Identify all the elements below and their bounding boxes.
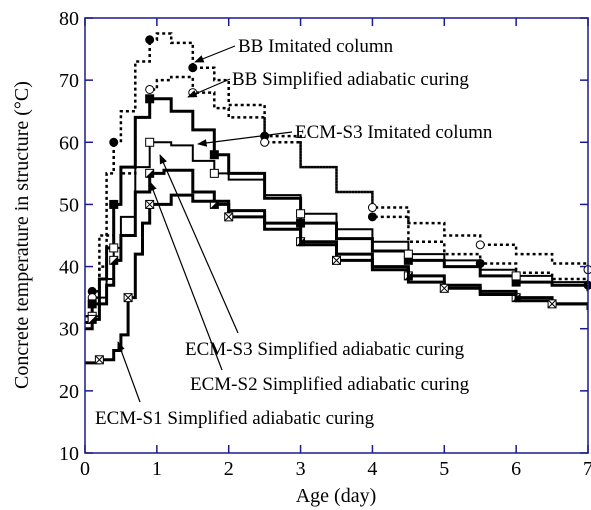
x-tick-label: 7 [583,458,591,480]
marker [547,299,557,309]
marker [145,137,155,147]
marker [109,243,119,253]
marker [145,84,155,94]
y-tick-label: 20 [59,381,79,403]
y-tick-label: 50 [59,194,79,216]
annotation: ECM-S3 Simplified adiabatic curing [185,339,465,360]
plot-frame [84,17,589,454]
marker [88,315,97,324]
x-tick-label: 4 [367,458,377,480]
marker [475,240,485,250]
marker [95,355,104,365]
marker [260,137,270,147]
marker [209,168,219,178]
annotation-arrow [149,181,223,371]
y-tick-label: 40 [59,257,79,279]
marker [188,63,198,73]
y-tick-label: 60 [59,132,79,154]
x-axis-label: Age (day) [296,485,377,507]
y-tick-label: 30 [59,319,79,341]
marker [145,169,154,178]
annotation: ECM-S1 Simplified adiabatic curing [95,408,375,429]
x-tick-label: 5 [439,458,449,480]
marker [109,137,119,147]
annotation: BB Simplified adiabatic curing [232,69,469,90]
annotation: ECM-S3 Imitated column [295,122,493,143]
marker [123,293,133,302]
marker [145,200,155,209]
marker [367,212,377,222]
marker [296,209,306,219]
series-line [85,32,588,318]
marker [511,271,521,281]
marker [109,256,118,265]
y-tick-label: 10 [59,443,79,465]
marker [403,249,413,259]
x-tick-label: 1 [152,458,162,480]
marker [145,35,155,45]
annotation-arrow [159,154,239,334]
annotation: ECM-S2 Simplified adiabatic curing [190,374,470,395]
annotation: BB Imitated column [238,36,394,57]
annotation-arrow [187,78,231,98]
x-tick-label: 6 [511,458,521,480]
marker [109,199,119,209]
marker [224,212,234,222]
y-tick-label: 70 [59,70,79,92]
x-tick-label: 0 [80,458,90,480]
marker [367,203,377,213]
y-tick-label: 80 [59,8,79,30]
marker [439,283,449,293]
marker [209,150,219,160]
annotation-arrow [197,131,293,147]
annotation-arrow [194,45,236,63]
annotation-arrow [117,341,141,403]
y-axis-label: Concrete temperature in structure (°C) [11,81,33,389]
marker [87,299,97,309]
marker [145,94,155,104]
x-tick-label: 2 [224,458,234,480]
marker [332,256,341,265]
series-line [85,75,588,318]
x-tick-label: 3 [296,458,306,480]
